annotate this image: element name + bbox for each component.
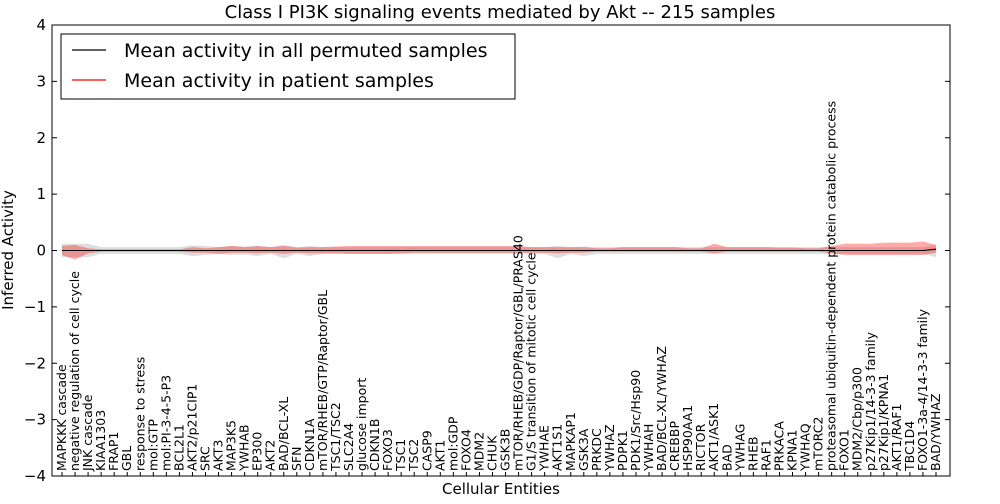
plot-area [62,241,937,260]
x-category-label: TSC1 [393,439,408,472]
x-category-label: mTORC2 [811,417,826,471]
x-category-label: BAD/BCL-XL/YWHAZ [654,346,669,471]
x-category-label: FRAP1 [106,432,121,471]
x-category-label: AKT2/p21CIP1 [184,384,199,471]
x-category-label: KIAA1303 [93,410,108,471]
x-category-label: YWHAG [732,424,747,472]
x-category-label: p27Kip1/KPNA1 [876,374,891,471]
x-category-label: FOXO1 [837,429,852,471]
x-category-label: SLC2A4 [341,423,356,471]
x-category-label: JNK cascade [80,394,95,472]
y-tick-label: 4 [36,16,46,34]
x-category-label: YWHAZ [602,424,617,472]
x-category-label: CDKN1A [302,418,317,471]
x-category-label: KPNA1 [785,429,800,471]
x-category-label: AKT2 [263,440,278,471]
x-category-label: mol:GDP [445,416,460,471]
x-category-label: YWHAH [641,424,656,472]
x-category-label: p27Kip1/14-3-3 family [863,331,878,471]
legend-label-permuted: Mean activity in all permuted samples [124,40,487,62]
y-tick-label: 2 [36,129,46,147]
x-category-label: BCL2L1 [171,424,186,471]
x-category-label: PDK1/Src/Hsp90 [628,370,643,471]
y-tick-label: 1 [36,185,46,203]
x-category-label: glucose import [354,378,369,471]
x-category-label: SRC [197,446,212,471]
x-category-label: RAF1 [758,439,773,471]
axis-ticks: 4 3 2 1 0 −1 −2 −3 −4 [24,16,950,485]
x-category-label: CHUK [484,435,499,471]
x-category-label: YWHAB [237,424,252,472]
x-category-label: MDM2/Cbp/p300 [850,367,865,471]
y-tick-label: −3 [24,411,46,429]
x-axis-label: Cellular Entities [442,480,560,498]
x-category-label: CASP9 [419,430,434,471]
x-category-label: mTOR/RHEB/GDP/Raptor/GBL/PRAS40 [511,235,526,471]
x-category-label: mTOR/RHEB/GTP/Raptor/GBL [315,290,330,471]
y-tick-label: −4 [24,467,46,485]
legend-label-patient: Mean activity in patient samples [124,70,434,92]
x-category-label: G1/S transition of mitotic cell cycle [524,252,539,471]
x-category-label: RICTOR [693,423,708,471]
x-category-label: PDPK1 [615,430,630,471]
x-category-label: MAPKAP1 [563,412,578,471]
x-category-label: MAPKKK cascade [54,364,69,471]
y-tick-label: 3 [36,72,46,90]
x-category-label: mol:GTP [145,419,160,471]
x-category-label: GBL [119,446,134,471]
x-category-label: FOXO4 [458,429,473,471]
x-category-label: BAD/YWHAZ [928,394,943,471]
x-category-label: AKT3 [211,440,226,471]
y-axis-label: Inferred Activity [0,190,17,310]
x-category-label: PRKDC [589,428,604,471]
x-category-label: FOXO3 [380,429,395,471]
x-category-label: TSC1/TSC2 [328,402,343,472]
x-category-label: EP300 [250,432,265,471]
x-category-label: AKT1S1 [550,424,565,471]
x-category-label: SFN [289,447,304,471]
x-category-label: CREBBP [667,421,682,471]
x-category-label: YWHAQ [798,423,813,472]
x-category-label: YWHAE [537,425,552,472]
x-category-label: AKT1/ASK1 [706,403,721,471]
x-category-label: response to stress [132,357,147,471]
x-category-label: CDKN1B [367,419,382,471]
y-tick-label: −2 [24,354,46,372]
legend: Mean activity in all permuted samples Me… [60,33,516,100]
x-category-label: BAD/BCL-XL [276,397,291,471]
y-tick-label: −1 [24,298,46,316]
x-category-label: RHEB [745,436,760,471]
x-category-label: BAD [719,444,734,471]
y-tick-label: 0 [36,242,46,260]
x-category-label: TBC1D4 [902,421,917,472]
x-category-label: MAP3K5 [224,420,239,471]
x-category-label: GSK3A [576,428,591,471]
x-category-label: proteasomal ubiquitin-dependent protein … [824,101,839,471]
legend-box [60,33,516,100]
x-category-label: AKT1/RAF1 [889,404,904,471]
x-category-label: HSP90AA1 [680,405,695,471]
x-category-label: PRKACA [771,421,786,471]
permuted-confidence-band [62,243,936,259]
x-category-label: AKT1 [432,440,447,471]
x-category-label: MDM2 [471,432,486,471]
x-category-label: mol:PI-3-4-5-P3 [158,375,173,471]
permuted-mean-line [62,248,937,251]
x-category-label: negative regulation of cell cycle [67,271,82,471]
x-category-label: FOXO1-3a-4/14-3-3 family [915,308,930,471]
x-category-label: GSK3B [498,429,513,471]
x-category-label: TSC2 [406,439,421,472]
chart-title: Class I PI3K signaling events mediated b… [225,2,776,23]
